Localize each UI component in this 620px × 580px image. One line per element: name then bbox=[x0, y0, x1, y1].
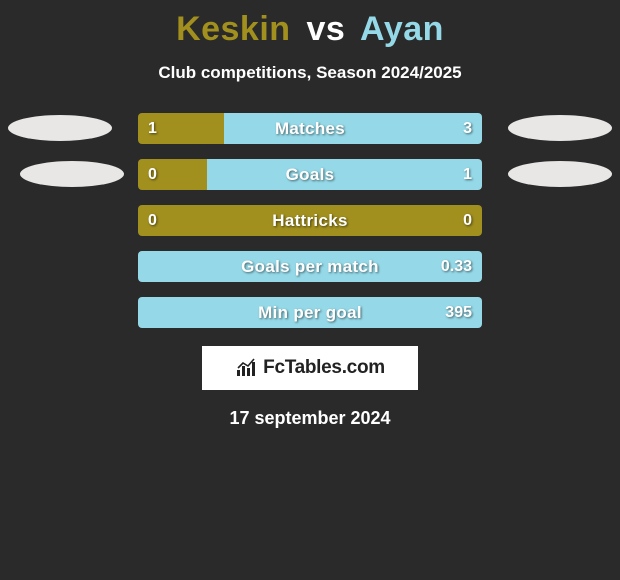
stat-label: Goals bbox=[138, 159, 482, 190]
stat-label: Hattricks bbox=[138, 205, 482, 236]
title-vs: vs bbox=[307, 10, 346, 48]
stat-label: Min per goal bbox=[138, 297, 482, 328]
stat-bar: 0.33Goals per match bbox=[138, 251, 482, 282]
stat-row: 00Hattricks bbox=[0, 205, 620, 236]
stats-area: 13Matches 01Goals 00Hattricks 0.33Goals per… bbox=[0, 113, 620, 328]
stat-row: 13Matches bbox=[0, 113, 620, 144]
stat-bar: 00Hattricks bbox=[138, 205, 482, 236]
player-avatar-right bbox=[508, 115, 612, 141]
player-avatar-left bbox=[20, 161, 124, 187]
chart-icon bbox=[235, 358, 259, 378]
subtitle: Club competitions, Season 2024/2025 bbox=[158, 63, 461, 83]
player-avatar-left bbox=[8, 115, 112, 141]
title-right-name: Ayan bbox=[360, 10, 444, 48]
stat-row: 0.33Goals per match bbox=[0, 251, 620, 282]
stat-bar: 395Min per goal bbox=[138, 297, 482, 328]
title-left-name: Keskin bbox=[176, 10, 291, 48]
stat-row: 395Min per goal bbox=[0, 297, 620, 328]
stat-label: Matches bbox=[138, 113, 482, 144]
player-avatar-right bbox=[508, 161, 612, 187]
stat-row: 01Goals bbox=[0, 159, 620, 190]
page-title: Keskin vs Ayan bbox=[176, 10, 444, 49]
logo-box: FcTables.com bbox=[202, 346, 418, 390]
stat-label: Goals per match bbox=[138, 251, 482, 282]
stat-bar: 13Matches bbox=[138, 113, 482, 144]
date-label: 17 september 2024 bbox=[229, 408, 390, 429]
logo-text: FcTables.com bbox=[263, 357, 385, 379]
stat-bar: 01Goals bbox=[138, 159, 482, 190]
